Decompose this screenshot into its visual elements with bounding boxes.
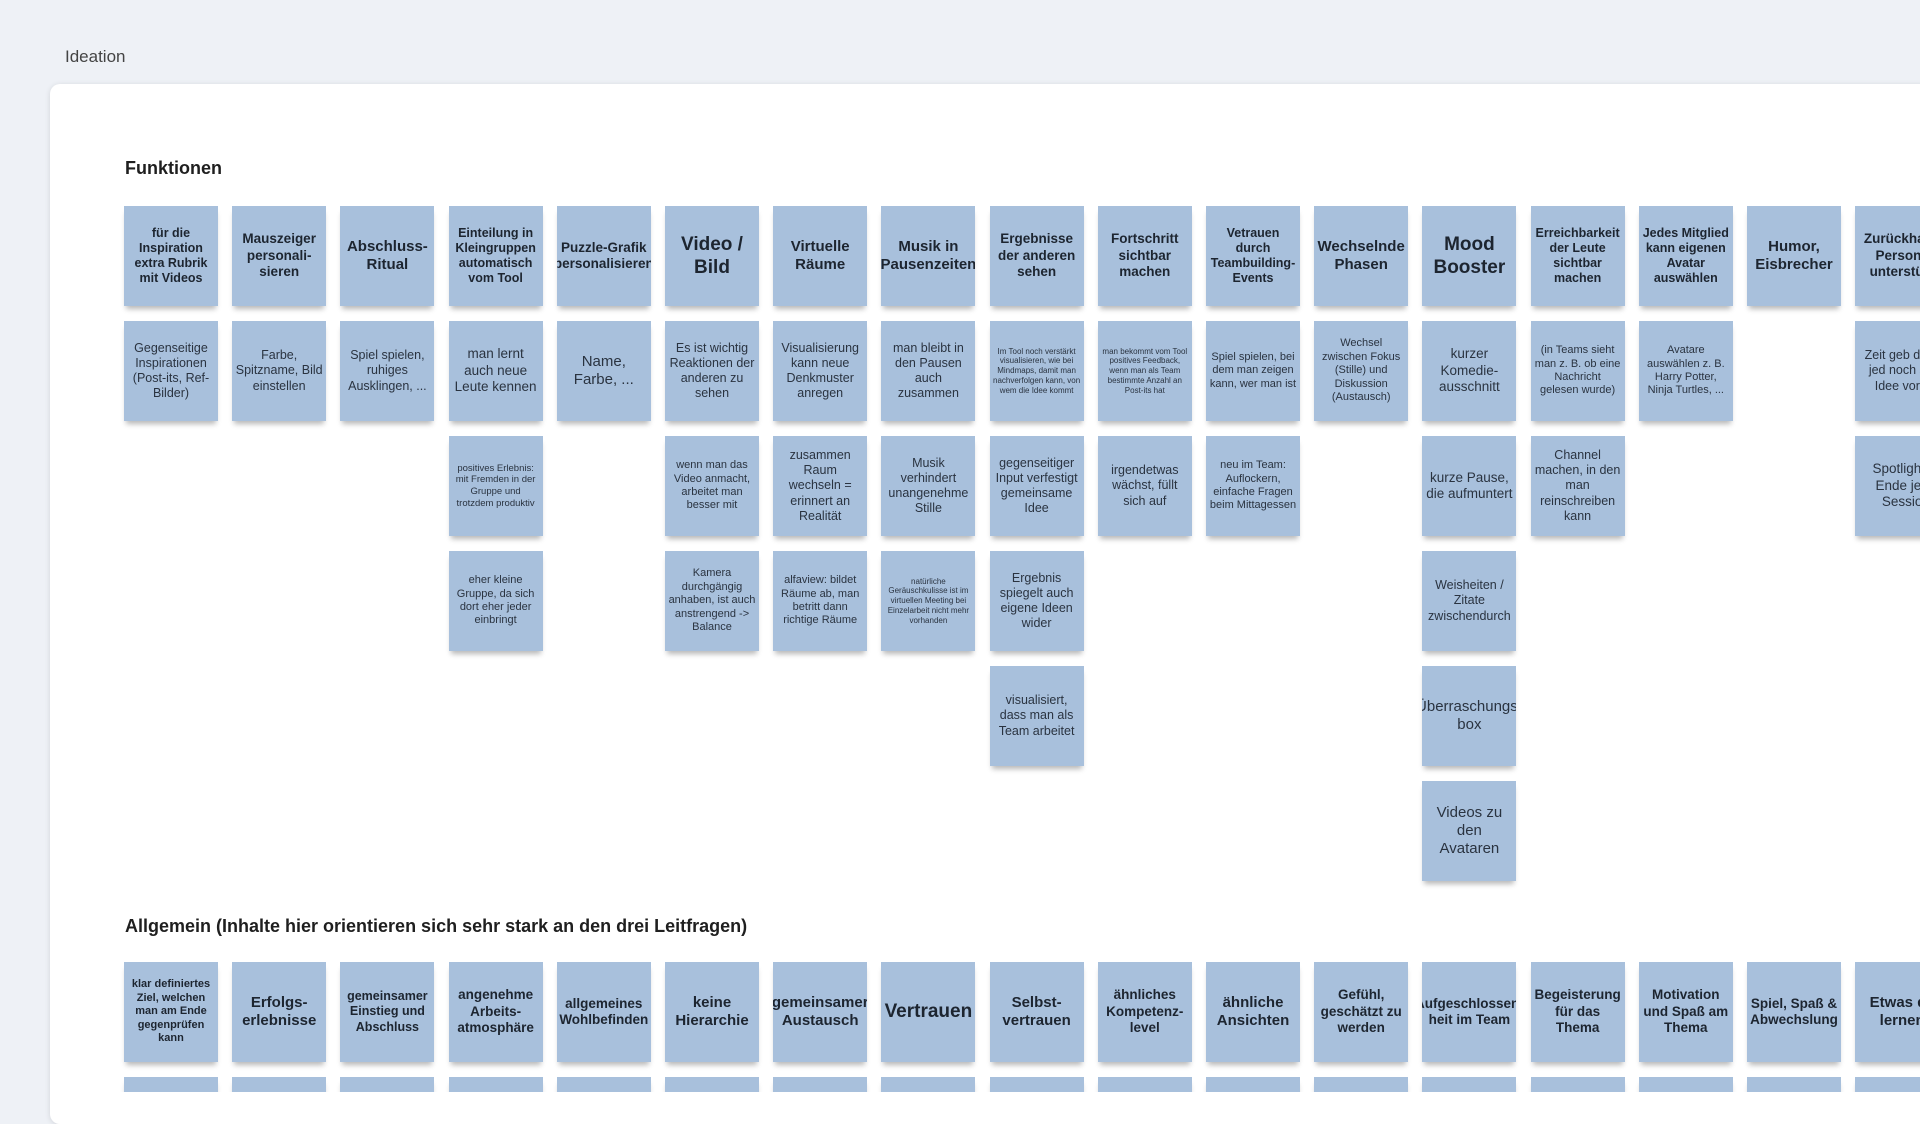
sticky-note-header[interactable]: Spiel, Spaß & Abwechslung [1747,962,1841,1062]
sticky-note-header[interactable]: Wechselnde Phasen [1314,206,1409,306]
sticky-note[interactable]: man lernt auch neue Leute kennen [448,321,543,421]
sticky-note[interactable]: man bleibt in den Pausen auch zusammen [881,321,976,421]
sticky-note[interactable]: eher kleine Gruppe, da sich dort eher je… [448,551,543,651]
sticky-note-header[interactable]: Gefühl, geschätzt zu werden [1314,962,1409,1062]
page: Ideation Funktionen für die Inspiration e… [50,47,1920,1124]
sticky-note[interactable] [556,1077,651,1092]
sticky-note[interactable]: neu im Team: Auflockern, einfache Fragen… [1206,436,1300,536]
sticky-note[interactable]: Farbe, Spitzname, Bild einstellen [232,321,327,421]
sticky-note[interactable]: zusammen Raum wechseln = erinnert an Rea… [773,436,868,536]
sticky-note[interactable]: Weisheiten / Zitate zwischendurch [1422,551,1517,651]
sticky-note-header[interactable]: ähnliches Kompetenz-level [1097,962,1192,1062]
sticky-note-header[interactable]: Humor, Eisbrecher [1747,206,1841,306]
sticky-note-header[interactable]: Abschluss-Ritual [340,206,435,306]
sticky-note-header[interactable]: Musik in Pausenzeiten [881,206,976,306]
section-heading: Allgemein (Inhalte hier orientieren sich… [125,916,748,936]
sticky-note-header[interactable]: Jedes Mitglied kann eigenen Avatar auswä… [1638,206,1733,306]
sticky-note-header[interactable]: allgemeines Wohlbefinden [556,962,651,1062]
sticky-note[interactable]: Kamera durchgängig anhaben, ist auch ans… [665,551,759,651]
sticky-note-header[interactable]: Begeisterung für das Thema [1530,962,1625,1062]
sticky-note[interactable]: Es ist wichtig Reaktionen der anderen zu… [665,321,759,421]
sticky-note[interactable]: Im Tool noch verstärkt visualisieren, wi… [989,321,1084,421]
sticky-note[interactable] [232,1077,327,1092]
sticky-note[interactable]: alfaview: bildet Räume ab, man betritt d… [773,551,868,651]
sticky-note[interactable] [1855,1077,1920,1092]
sticky-note[interactable]: Zeit geb dass jed noch sei Idee vorst [1855,321,1920,421]
sticky-note[interactable]: Überraschungs-box [1422,666,1517,766]
sticky-note-header[interactable]: klar definiertes Ziel, welchen man am En… [124,962,218,1062]
sticky-note[interactable]: Ergebnis spiegelt auch eigene Ideen wide… [989,551,1084,651]
sticky-note[interactable]: Spotlights Ende jed Sessio [1855,436,1920,536]
sticky-note[interactable] [1530,1077,1625,1092]
sticky-note[interactable] [340,1077,435,1092]
board-title: Ideation [65,47,126,66]
sticky-note-header[interactable]: gemeinsamer Einstieg und Abschluss [340,962,435,1062]
sticky-note-header[interactable]: Motivation und Spaß am Thema [1638,962,1733,1062]
sticky-note[interactable] [1206,1077,1300,1092]
sticky-note[interactable]: kurzer Komedie-ausschnitt [1422,321,1517,421]
sticky-note[interactable]: Name, Farbe, ... [556,321,651,421]
sticky-note-header[interactable]: Virtuelle Räume [773,206,868,306]
sticky-note[interactable] [665,1077,759,1092]
sticky-note-header[interactable]: Ergebnisse der anderen sehen [989,206,1084,306]
sticky-note[interactable]: (in Teams sieht man z. B. ob eine Nachri… [1530,321,1625,421]
sticky-note-header[interactable]: Puzzle-Grafik personalisieren [556,206,651,306]
sticky-note[interactable] [124,1077,218,1092]
board-content: Funktionen für die Inspiration extra Rubr… [124,158,1920,1092]
sticky-note[interactable]: Gegenseitige Inspirationen (Post-its, Re… [124,321,218,421]
sticky-note[interactable] [1097,1077,1192,1092]
sticky-note-header[interactable]: Erfolgs-erlebnisse [232,962,327,1062]
sticky-note-header[interactable]: Erreichbarkeit der Leute sichtbar machen [1530,206,1625,306]
sticky-note[interactable]: irgendetwas wächst, füllt sich auf [1097,436,1192,536]
sticky-note[interactable]: kurze Pause, die aufmuntert [1422,436,1517,536]
sticky-note[interactable]: positives Erlebnis: mit Fremden in der G… [448,436,543,536]
sticky-note[interactable]: Videos zu den Avataren [1422,781,1517,881]
sticky-note-header[interactable]: Video / Bild [665,206,759,306]
sticky-note[interactable] [1747,1077,1841,1092]
sticky-note-header[interactable]: ähnliche Ansichten [1206,962,1300,1062]
sticky-note-header[interactable]: Vetrauen durch Teambuilding-Events [1206,206,1300,306]
sticky-note[interactable] [773,1077,868,1092]
section-heading: Funktionen [125,158,222,178]
sticky-note-header[interactable]: Vertrauen [881,962,976,1062]
sticky-note[interactable]: Avatare auswählen z. B. Harry Potter, Ni… [1638,321,1733,421]
sticky-note-header[interactable]: Zurückhalte Persone unterstütz [1855,206,1920,306]
sticky-note-header[interactable]: Einteilung in Kleingruppen automatisch v… [448,206,543,306]
sticky-note[interactable]: Channel machen, in den man reinschreiben… [1530,436,1625,536]
sticky-note-header[interactable]: Mauszeiger personali-sieren [232,206,327,306]
sticky-note[interactable]: man bekommt vom Tool positives Feedback,… [1097,321,1192,421]
sticky-note[interactable]: gegenseitiger Input verfestigt gemeinsam… [989,436,1084,536]
sticky-note[interactable]: Wechsel zwischen Fokus (Stille) und Disk… [1314,321,1409,421]
sticky-note[interactable] [989,1077,1084,1092]
sticky-note[interactable]: Visualisierung kann neue Denkmuster anre… [773,321,868,421]
sticky-note-header[interactable]: Etwas da lernen [1855,962,1920,1062]
sticky-note-header[interactable]: für die Inspiration extra Rubrik mit Vid… [124,206,218,306]
sticky-note[interactable] [881,1077,976,1092]
sticky-note[interactable] [448,1077,543,1092]
sticky-note-header[interactable]: gemeinsamer Austausch [773,962,868,1062]
sticky-note-header[interactable]: Aufgeschlossen-heit im Team [1422,962,1517,1062]
sticky-note[interactable]: visualisiert, dass man als Team arbeitet [989,666,1084,766]
sticky-note[interactable]: wenn man das Video anmacht, arbeitet man… [665,436,759,536]
sticky-note[interactable]: Musik verhindert unangenehme Stille [881,436,976,536]
sticky-note-header[interactable]: Selbst-vertrauen [989,962,1084,1062]
sticky-note-header[interactable]: Fortschritt sichtbar machen [1097,206,1192,306]
sticky-note[interactable]: Spiel spielen, bei dem man zeigen kann, … [1206,321,1300,421]
sticky-note[interactable] [1422,1077,1517,1092]
sticky-note[interactable] [1314,1077,1409,1092]
sticky-note[interactable] [1638,1077,1733,1092]
sticky-note-header[interactable]: keine Hierarchie [665,962,759,1062]
sticky-note[interactable]: natürliche Geräuschkulisse ist im virtue… [881,551,976,651]
sticky-note-header[interactable]: angenehme Arbeits-atmosphäre [448,962,543,1062]
sticky-note[interactable]: Spiel spielen, ruhiges Ausklingen, ... [340,321,435,421]
sticky-note-header[interactable]: Mood Booster [1422,206,1517,306]
